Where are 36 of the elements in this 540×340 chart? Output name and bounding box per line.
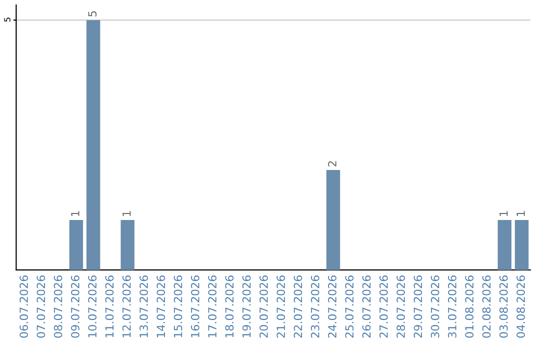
x-tick-label: 10.07.2026 — [88, 276, 97, 338]
x-tick-label: 16.07.2026 — [190, 276, 200, 338]
x-tick-label: 30.07.2026 — [430, 276, 440, 338]
x-tick-label: 08.07.2026 — [54, 276, 62, 338]
data-label: 1 — [122, 211, 131, 216]
x-tick-label: 12.07.2026 — [122, 276, 131, 338]
x-tick-label: 15.07.2026 — [174, 276, 182, 338]
x-tick-label: 29.07.2026 — [414, 276, 422, 338]
x-tick-label: 17.07.2026 — [208, 276, 216, 338]
x-tick-label: 09.07.2026 — [70, 276, 80, 338]
x-tick-label: 07.07.2026 — [36, 276, 46, 338]
x-tick-label: 23.07.2026 — [310, 276, 320, 338]
data-label: 1 — [516, 211, 525, 216]
x-tick-label: 28.07.2026 — [396, 276, 405, 338]
x-tick-label: 02.08.2026 — [482, 276, 491, 338]
x-tick-label: 13.07.2026 — [140, 276, 148, 338]
data-label: 1 — [500, 211, 508, 216]
x-tick-label: 06.07.2026 — [20, 276, 28, 338]
x-tick-label: 14.07.2026 — [156, 276, 166, 338]
data-label: 2 — [328, 161, 336, 166]
x-tick-label: 24.07.2026 — [328, 276, 336, 338]
data-label: 5 — [88, 11, 97, 16]
x-tick-label: 04.08.2026 — [516, 276, 525, 338]
x-tick-label: 27.07.2026 — [379, 276, 388, 338]
x-tick-label: 31.07.2026 — [448, 276, 456, 338]
data-label: 1 — [71, 211, 80, 216]
x-tick-label: 21.07.2026 — [276, 276, 286, 338]
x-tick-label: 01.08.2026 — [465, 276, 474, 338]
x-tick-label: 18.07.2026 — [225, 276, 234, 338]
x-tick-label: 20.07.2026 — [259, 276, 268, 338]
x-tick-label: 11.07.2026 — [105, 276, 114, 338]
x-tick-label: 25.07.2026 — [345, 276, 354, 338]
x-tick-label: 03.08.2026 — [499, 276, 508, 338]
x-tick-label: 26.07.2026 — [362, 276, 371, 338]
x-tick-label: 19.07.2026 — [242, 276, 251, 338]
x-tick-label: 22.07.2026 — [294, 276, 302, 338]
